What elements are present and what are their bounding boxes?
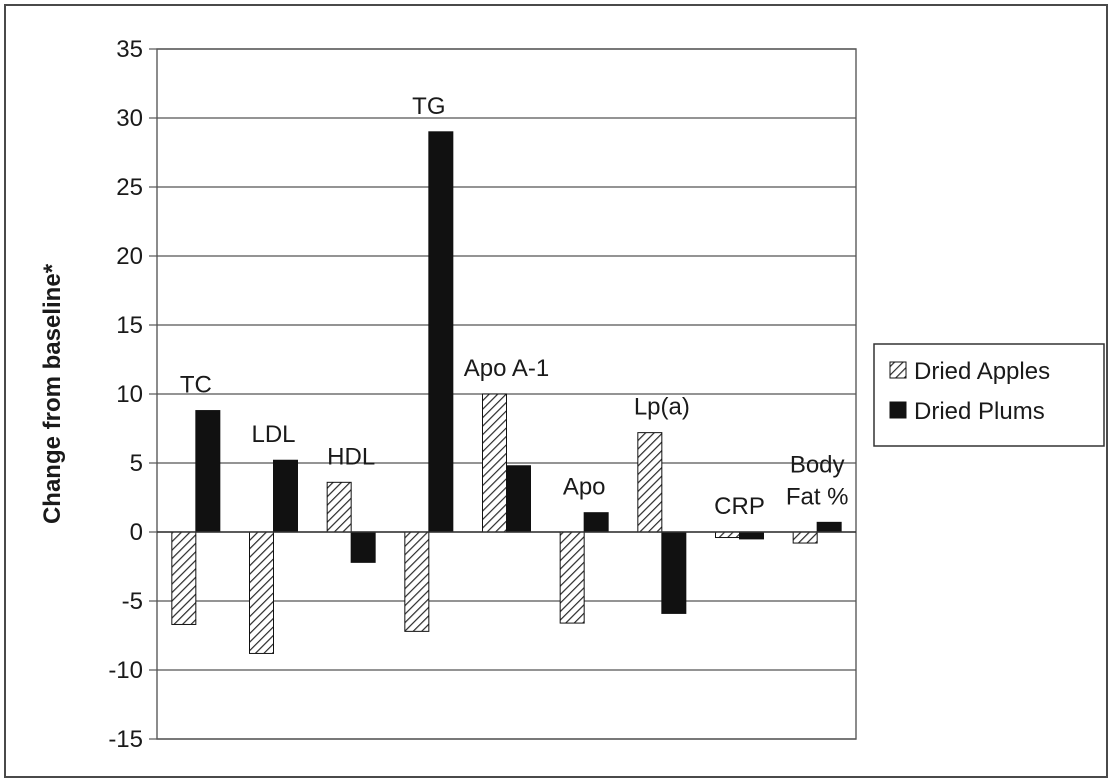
- bar-dried-plums: [195, 410, 221, 533]
- bar-dried-plums: [350, 531, 376, 563]
- bar-dried-apples: [559, 531, 585, 624]
- legend-label: Dried Apples: [914, 358, 1050, 385]
- bar-dried-apples: [249, 531, 274, 654]
- y-tick-label: 20: [116, 243, 143, 270]
- bar-dried-plums: [506, 465, 531, 533]
- y-axis-ticks: -15 -10 -5 0 5 10 15 20 25 30 35: [108, 36, 157, 753]
- y-tick-label: 25: [116, 174, 143, 201]
- category-label: Apo: [563, 474, 606, 501]
- bar-dried-plums: [816, 521, 842, 533]
- legend-label: Dried Plums: [914, 398, 1045, 425]
- bar-dried-apples: [792, 531, 818, 544]
- category-label: Apo A-1: [464, 355, 549, 382]
- category-label: Lp(a): [634, 394, 690, 421]
- y-tick-label: 10: [116, 381, 143, 408]
- y-tick-label: -10: [108, 657, 143, 684]
- y-tick-label: 5: [130, 450, 143, 477]
- y-tick-label: 30: [116, 105, 143, 132]
- bar-dried-plums: [583, 512, 609, 533]
- bar-dried-apples: [637, 432, 663, 533]
- bar-dried-plums: [739, 531, 764, 540]
- category-label: LDL: [251, 421, 295, 448]
- legend-swatch: [889, 401, 907, 419]
- bar-dried-apples: [326, 481, 352, 533]
- category-labels: TC LDL HDL TG Apo A-1 Apo Lp(a) CRP Body Fat %: [180, 93, 849, 520]
- y-axis-title: Change from baseline*: [39, 263, 66, 524]
- bar-dried-apples: [404, 531, 430, 632]
- bars: [157, 131, 856, 654]
- y-tick-label: -15: [108, 726, 143, 753]
- bar-dried-apples: [171, 531, 197, 625]
- category-label: Fat %: [786, 483, 849, 510]
- y-tick-label: 15: [116, 312, 143, 339]
- bar-dried-plums: [661, 531, 687, 614]
- legend-box: [873, 343, 1105, 447]
- legend: Dried Apples Dried Plums: [873, 343, 1105, 447]
- bar-dried-plums: [273, 459, 298, 533]
- category-label: TG: [412, 93, 445, 120]
- bar-dried-apples: [482, 393, 507, 533]
- bar-dried-apples: [715, 531, 740, 539]
- category-label: CRP: [714, 493, 765, 520]
- y-tick-label: -5: [122, 588, 143, 615]
- y-tick-label: 0: [130, 519, 143, 546]
- category-label: HDL: [327, 443, 375, 470]
- category-label: Body: [790, 451, 845, 478]
- legend-swatch: [889, 361, 907, 379]
- y-tick-label: 35: [116, 36, 143, 63]
- bar-dried-plums: [428, 131, 454, 533]
- category-label: TC: [180, 372, 212, 399]
